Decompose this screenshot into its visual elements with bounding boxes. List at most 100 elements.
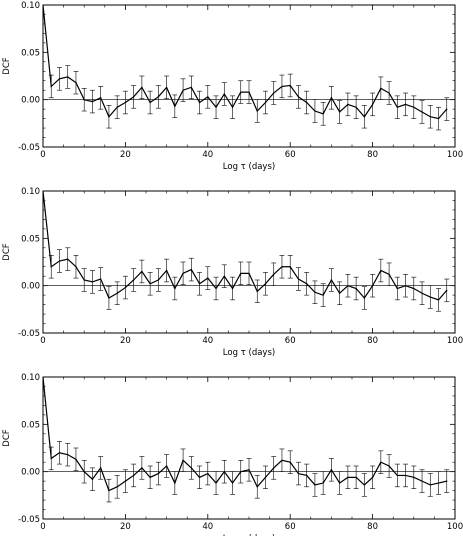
dcf-point xyxy=(240,91,242,93)
dcf-point xyxy=(339,111,341,113)
dcf-point xyxy=(273,467,275,469)
dcf-point xyxy=(314,110,316,112)
dcf-point xyxy=(355,476,357,478)
dcf-point xyxy=(207,96,209,98)
dcf-point xyxy=(404,474,407,477)
dcf-point xyxy=(231,482,234,484)
y-tick-label: 0.05 xyxy=(21,420,40,430)
dcf-point xyxy=(421,480,423,482)
dcf-point xyxy=(100,97,102,99)
dcf-point xyxy=(182,89,184,91)
dcf-point xyxy=(413,106,415,108)
y-tick-label: 0.00 xyxy=(21,282,40,292)
dcf-point xyxy=(281,266,283,268)
dcf-point xyxy=(223,471,225,473)
dcf-point xyxy=(157,279,159,281)
dcf-point xyxy=(429,484,431,486)
dcf-point xyxy=(256,290,258,292)
dcf-point xyxy=(330,279,332,281)
dcf-point xyxy=(264,283,267,285)
dcf-point xyxy=(75,266,77,268)
x-tick-label: 20 xyxy=(120,336,131,346)
dcf-point xyxy=(91,100,94,103)
dcf-point xyxy=(190,467,192,469)
dcf-point xyxy=(314,484,316,486)
dcf-panel-2: 0 20 40 60 80 100 0.10 0.05 0.00 -0.05 DCF Log τ (d… xyxy=(2,187,463,358)
dcf-point xyxy=(231,106,234,108)
dcf-point xyxy=(223,93,225,95)
x-tick-label: 40 xyxy=(202,150,213,160)
dcf-point xyxy=(174,287,176,290)
dcf-point xyxy=(372,476,374,478)
dcf-point xyxy=(380,269,382,272)
dcf-point xyxy=(388,273,390,275)
dcf-point xyxy=(133,279,135,281)
dcf-point xyxy=(289,266,291,268)
dcf-point xyxy=(240,471,242,473)
dcf-point xyxy=(363,484,365,486)
y-tick-label: 0.10 xyxy=(21,187,40,197)
data-layer xyxy=(43,191,450,312)
dcf-point xyxy=(347,103,349,105)
dcf-point xyxy=(264,101,267,104)
y-axis-label: DCF xyxy=(2,243,12,260)
dcf-point xyxy=(67,76,69,78)
dcf-point xyxy=(404,285,407,287)
dcf-point xyxy=(437,299,440,301)
dcf-point xyxy=(339,292,341,294)
dcf-point xyxy=(347,476,349,478)
dcf-point xyxy=(404,103,407,105)
dcf-point xyxy=(306,474,308,477)
dcf-point xyxy=(421,111,423,113)
y-axis-label: DCF xyxy=(2,429,12,446)
dcf-point xyxy=(75,82,77,84)
dcf-point xyxy=(314,291,316,293)
y-tick-label: -0.05 xyxy=(18,515,40,525)
dcf-point xyxy=(157,96,159,98)
dcf-point xyxy=(396,287,398,290)
dcf-point xyxy=(256,110,258,112)
dcf-point xyxy=(174,482,176,484)
dcf-point xyxy=(388,465,390,467)
x-axis-label: Log τ (days) xyxy=(223,534,275,536)
x-tick-label: 0 xyxy=(40,522,45,532)
dcf-point xyxy=(297,96,300,98)
dcf-point xyxy=(116,486,118,488)
dcf-point xyxy=(124,480,126,482)
dcf-point xyxy=(215,482,217,484)
dcf-point xyxy=(75,458,77,460)
dcf-point xyxy=(58,78,61,80)
dcf-point xyxy=(223,275,225,277)
dcf-point xyxy=(413,287,415,290)
dcf-point xyxy=(166,465,168,467)
dcf-panel-3: 0 20 40 60 80 100 0.10 0.05 0.00 -0.05 DCF Log τ (d… xyxy=(2,373,463,536)
x-tick-label: 0 xyxy=(40,150,45,160)
dcf-point xyxy=(100,467,102,469)
dcf-point xyxy=(281,85,283,88)
dcf-point xyxy=(67,454,69,456)
dcf-point xyxy=(166,86,168,88)
dcf-point xyxy=(339,482,341,484)
dcf-point xyxy=(355,106,357,108)
data-layer xyxy=(43,377,450,503)
x-tick-label: 80 xyxy=(367,336,378,346)
y-tick-label: 0.05 xyxy=(21,234,40,244)
x-tick-label: 0 xyxy=(40,336,45,346)
dcf-point xyxy=(437,482,440,484)
x-tick-label: 20 xyxy=(120,522,131,532)
dcf-point xyxy=(446,289,448,291)
y-axis-label: DCF xyxy=(2,57,12,74)
x-tick-label: 100 xyxy=(447,336,463,346)
dcf-point xyxy=(83,471,85,473)
dcf-point xyxy=(273,273,275,275)
x-tick-label: 100 xyxy=(447,150,463,160)
dcf-point xyxy=(256,486,258,488)
dcf-point xyxy=(174,105,176,107)
dcf-point xyxy=(149,283,151,285)
dcf-point xyxy=(306,101,308,104)
plot-frame xyxy=(42,376,456,520)
dcf-point xyxy=(248,272,250,274)
dcf-point xyxy=(198,476,201,478)
dcf-point xyxy=(322,113,324,115)
